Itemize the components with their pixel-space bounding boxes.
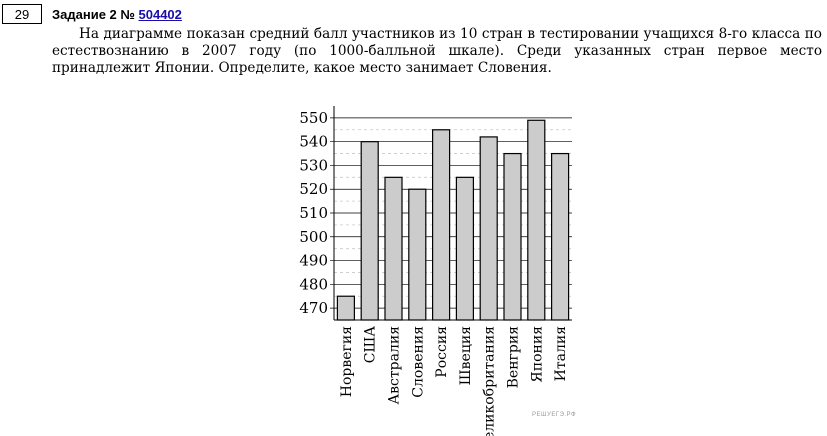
x-tick-label: Венгрия	[506, 326, 522, 389]
bar	[408, 188, 427, 321]
y-tick-label: 510	[299, 204, 328, 222]
x-tick-label: Россия	[434, 326, 450, 378]
y-tick-label: 540	[299, 133, 328, 151]
y-tick-label: 470	[299, 299, 328, 317]
problem-paragraph: На диаграмме показан средний балл участн…	[52, 26, 822, 76]
y-tick-label: 500	[299, 228, 328, 246]
watermark: РЕШУЕГЭ.РФ	[532, 412, 577, 418]
bar	[550, 152, 570, 321]
x-tick-label: Швеция	[458, 326, 474, 385]
y-tick-label: 480	[299, 275, 328, 293]
x-tick-label: Словения	[410, 326, 426, 398]
bar	[336, 295, 355, 321]
bar	[479, 136, 498, 321]
x-tick-label: Великобритания	[482, 326, 498, 436]
task-id-link[interactable]: 504402	[138, 7, 182, 22]
task-title-prefix: Задание 2 №	[52, 7, 139, 22]
bar	[432, 129, 451, 321]
x-tick-label: США	[363, 326, 379, 364]
task-header: Задание 2 № 504402	[52, 7, 182, 22]
bar	[360, 141, 379, 321]
problem-text: На диаграмме показан средний балл участн…	[52, 26, 822, 77]
bar	[384, 176, 403, 321]
x-tick-label: Япония	[529, 326, 545, 383]
x-tick-label: Италия	[553, 326, 569, 382]
y-tick-label: 520	[299, 180, 328, 198]
y-tick-label: 490	[299, 252, 328, 270]
x-tick-label: Норвегия	[339, 326, 355, 397]
y-tick-label: 550	[299, 109, 328, 127]
y-tick-label: 530	[299, 156, 328, 174]
bar	[455, 176, 474, 321]
x-tick-label: Австралия	[387, 326, 403, 405]
bar	[503, 152, 522, 321]
task-number: 29	[2, 4, 42, 24]
bar	[527, 119, 546, 321]
